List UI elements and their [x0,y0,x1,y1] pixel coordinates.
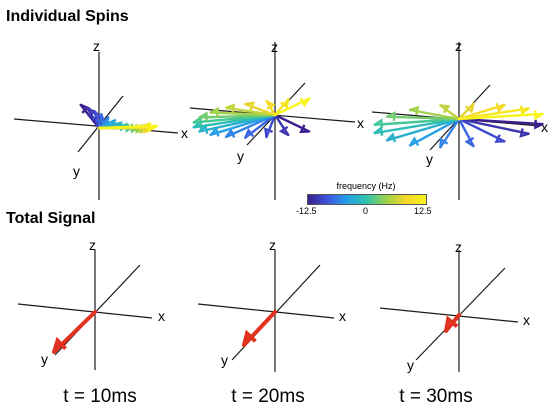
spin-arrow-panel-2-13 [244,102,277,117]
spin-arrow-panel-3-2-head [519,128,529,138]
spin-arrow-panel-2-15-head [280,99,290,110]
spin-arrow-panel-2-16-head [300,97,311,108]
frequency-colorbar: frequency (Hz) -12.5 0 12.5 [292,181,440,221]
colorbar-title: frequency (Hz) [336,181,396,191]
spin-arrow-panel-3-7-head [386,132,397,143]
signal-panel-3-x-label: x [523,312,530,328]
spin-arrow-panel-2-14-head [265,100,276,111]
spin-arrow-panel-3-13 [457,102,475,121]
total-signal-arrow-3-head [444,315,459,332]
signal-panel-2-y-label: y [221,352,228,368]
section-title-total-signal: Total Signal [6,210,96,227]
spin-arrow-panel-3-1-head [533,119,544,130]
spins-panel-1-z-label: z [93,38,100,54]
signal-panel-3-y-label: y [407,357,414,373]
colorbar-min-label: -12.5 [296,206,317,216]
spin-arrow-panel-3-8 [373,117,461,135]
spin-arrow-panel-1-16 [97,124,159,130]
total-signal-arrow-1-head [52,336,67,353]
spin-arrow-panel-3-4-head [464,137,475,148]
spin-arrow-panel-3-7 [385,117,461,142]
colorbar-max-label: 12.5 [414,206,432,216]
spin-arrow-panel-3-3-head [494,134,505,143]
spin-arrow-panel-3-2 [457,117,530,135]
spin-arrow-panel-3-15-head [519,105,530,116]
signal-panel-1-x-axis [17,303,153,319]
signal-panel-2-x-axis [197,303,335,319]
spin-arrow-panel-3-4 [457,117,475,148]
colorbar-gradient [307,194,427,205]
spin-arrow-panel-3-14-head [495,102,506,113]
spin-arrow-panel-3-10-head [386,111,396,121]
spin-arrow-panel-3-10 [385,115,461,121]
signal-panel-1-y-label: y [41,351,48,367]
spin-arrow-panel-3-12-head [440,104,451,114]
spin-arrow-panel-3-16 [457,112,544,121]
spins-panel-1-y-label: y [73,163,80,179]
spin-arrow-panel-2-10-head [198,111,208,122]
spin-arrow-panel-3-9-head [373,118,384,129]
spin-arrow-panel-3-6 [408,117,461,147]
spin-arrow-panel-3-1 [457,117,544,126]
signal-panel-1-z-label: z [89,237,96,253]
spin-arrow-panel-3-13-head [465,103,475,114]
signal-panel-3-z-label: z [455,239,462,255]
signal-panel-3-x-axis [379,307,519,323]
signal-panel-2-x-label: x [339,308,346,324]
spins-panel-3-y-label: y [426,151,433,167]
spin-arrow-panel-2-4-head [244,128,255,139]
signal-panel-1-y-axis [54,264,141,356]
spin-arrow-panel-3-6-head [409,136,420,147]
total-signal-arrow-2 [242,310,277,347]
spin-arrow-panel-2-2 [273,113,290,137]
spins-panel-3-x-label: x [541,119,548,135]
spins-panel-2-z-label: z [271,39,278,55]
spins-panel-2-x-label: x [357,115,364,131]
spin-arrow-panel-2-2-head [278,125,289,136]
time-label-20ms: t = 20ms [231,386,305,407]
spin-arrow-panel-3-16-head [534,110,544,121]
signal-panel-1-x-label: x [158,308,165,324]
spin-arrow-panel-3-5-head [439,137,449,148]
section-title-individual-spins: Individual Spins [6,8,129,25]
spin-arrow-panel-3-11-head [409,105,420,116]
spin-arrow-panel-2-3-head [263,127,274,138]
time-label-10ms: t = 10ms [63,386,137,407]
signal-panel-2-z-label: z [269,237,276,253]
spin-arrow-panel-3-12 [439,104,461,121]
spins-panel-3-z-label: z [455,38,462,54]
colorbar-mid-label: 0 [363,206,369,216]
spins-panel-2-y-label: y [237,148,244,164]
spin-arrow-panel-3-9 [373,117,461,127]
spins-panel-1-x-label: x [181,125,188,141]
spin-arrow-panel-2-3 [265,113,277,139]
spin-arrow-panel-2-1-head [299,124,310,134]
spin-arrow-panel-2-5-head [225,128,236,139]
spin-arrow-panel-3-5 [439,117,461,149]
spin-arrow-panel-3-11 [408,108,461,121]
spin-arrow-panel-2-11-head [210,106,220,117]
spin-arrow-panel-3-3 [457,117,506,143]
total-signal-arrow-2-head [242,329,257,346]
spin-arrow-panel-2-13-head [245,101,256,111]
spin-arrow-panel-2-12-head [225,103,236,113]
time-label-30ms: t = 30ms [399,386,473,407]
spin-arrow-panel-1-16-head [148,122,158,132]
spin-arrow-panel-2-15 [273,98,290,117]
